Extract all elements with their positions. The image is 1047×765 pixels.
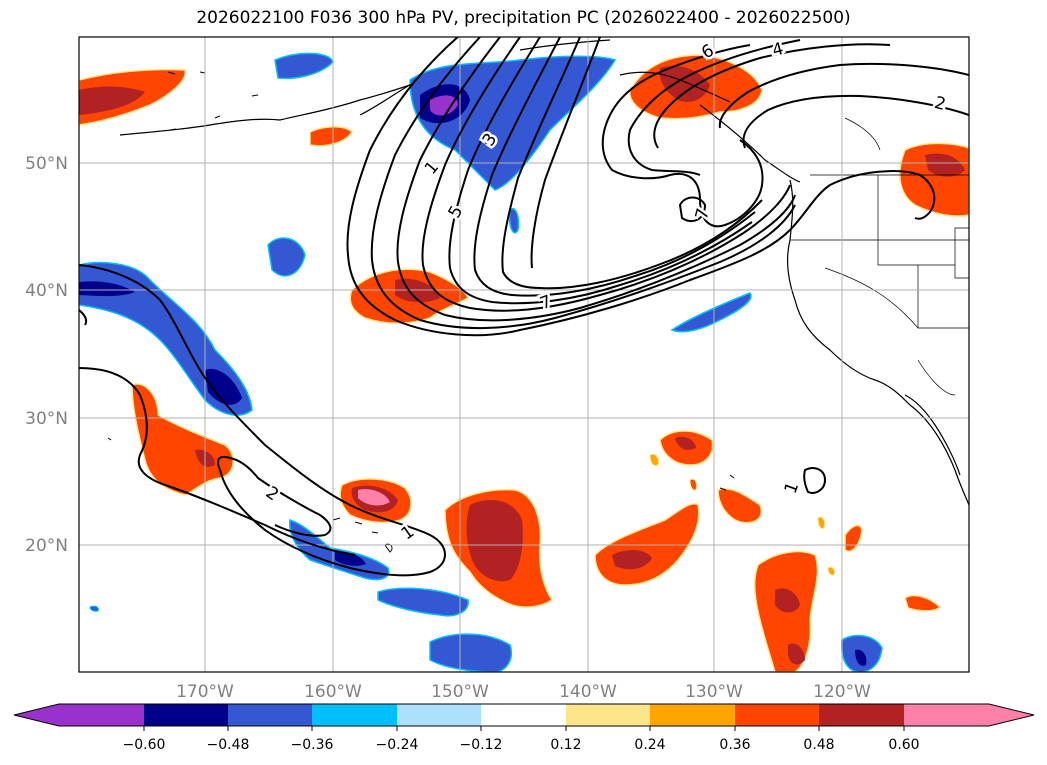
colorbar-tick-label: −0.12 — [460, 737, 503, 753]
lat-label-50n: 50°N — [25, 154, 68, 174]
lon-label-130w: 130°W — [685, 682, 743, 702]
lat-label-20n: 20°N — [25, 536, 68, 556]
lat-label-30n: 30°N — [25, 409, 68, 429]
pv-contours — [79, 37, 969, 577]
lat-label-40n: 40°N — [25, 281, 68, 301]
longitude-labels: 170°W 160°W 150°W 140°W 130°W 120°W — [176, 682, 871, 702]
colorbar: −0.60 −0.48 −0.36 −0.24 −0.12 0.12 0.24 … — [13, 703, 1035, 753]
colorbar-tick-label: 0.12 — [550, 737, 581, 753]
coastlines — [119, 39, 969, 506]
colorbar-max-extension — [989, 704, 1034, 726]
colorbar-tick-label: 0.36 — [719, 737, 750, 753]
colorbar-tick-label: −0.48 — [207, 737, 250, 753]
colorbar-min-extension — [14, 704, 59, 726]
map-frame — [78, 36, 970, 673]
colorbar-tick-label: 0.24 — [634, 737, 665, 753]
colorbar-tick-label: 0.48 — [803, 737, 834, 753]
colorbar-tick-label: 0.60 — [888, 737, 919, 753]
colorbar-outline — [13, 703, 1035, 727]
lon-label-120w: 120°W — [813, 682, 871, 702]
latitude-labels: 50°N 40°N 30°N 20°N — [25, 154, 68, 556]
lon-label-160w: 160°W — [304, 682, 362, 702]
figure-title: 2026022100 F036 300 hPa PV, precipitatio… — [196, 8, 851, 28]
colorbar-tick-label: −0.24 — [376, 737, 419, 753]
islands — [107, 71, 735, 553]
colorbar-tick-label: −0.36 — [291, 737, 334, 753]
lon-label-150w: 150°W — [431, 682, 489, 702]
lon-label-140w: 140°W — [559, 682, 617, 702]
colorbar-tick-label: −0.60 — [123, 737, 166, 753]
lon-label-170w: 170°W — [176, 682, 234, 702]
